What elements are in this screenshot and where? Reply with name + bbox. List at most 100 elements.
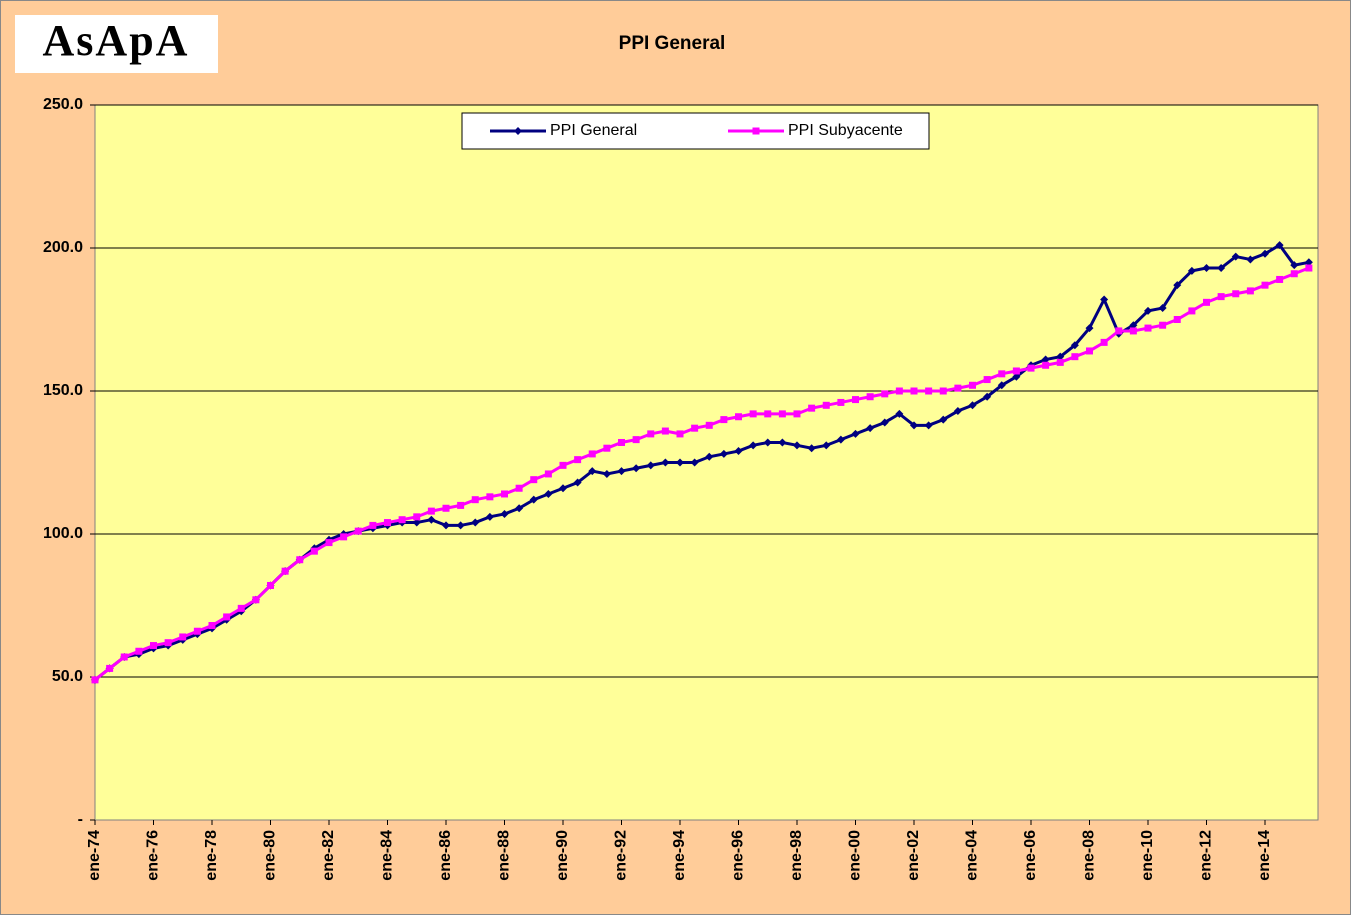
marker	[412, 518, 421, 527]
marker	[369, 521, 377, 529]
marker	[808, 404, 816, 412]
marker	[471, 518, 480, 527]
marker	[880, 418, 889, 427]
y-tick-label: 50.0	[52, 668, 83, 685]
marker	[735, 413, 742, 421]
marker	[574, 456, 582, 464]
marker	[1217, 293, 1225, 301]
marker	[969, 381, 976, 389]
marker	[749, 410, 757, 418]
marker	[1144, 306, 1152, 315]
marker	[1041, 355, 1050, 364]
marker	[135, 647, 143, 655]
marker	[1290, 261, 1299, 270]
marker	[1217, 264, 1226, 273]
marker	[1304, 258, 1313, 267]
marker	[881, 390, 889, 398]
marker	[588, 467, 597, 476]
marker	[925, 387, 933, 395]
marker	[1100, 295, 1109, 304]
marker	[106, 664, 114, 672]
marker	[1042, 361, 1050, 369]
marker	[1261, 249, 1269, 258]
y-tick-label: 150.0	[43, 382, 83, 399]
marker	[179, 633, 187, 641]
x-tick-label: ene-00	[847, 830, 864, 881]
marker	[237, 604, 245, 612]
marker	[647, 430, 655, 438]
chart-title: PPI General	[619, 33, 726, 54]
marker	[661, 458, 670, 467]
x-tick-label: ene-94	[671, 830, 688, 881]
marker	[1159, 321, 1167, 329]
marker	[793, 441, 801, 450]
legend-label: PPI General	[550, 122, 637, 139]
marker	[1085, 324, 1094, 333]
marker	[384, 519, 391, 527]
marker	[837, 398, 845, 406]
marker	[193, 627, 201, 635]
marker	[866, 424, 875, 433]
marker	[1027, 364, 1035, 372]
x-tick-label: ene-74	[86, 830, 103, 881]
x-tick-label: ene-84	[379, 830, 396, 881]
marker	[1129, 321, 1138, 330]
marker	[325, 539, 333, 547]
marker	[1071, 353, 1079, 361]
marker	[778, 410, 786, 418]
marker	[763, 438, 772, 447]
marker	[618, 438, 625, 446]
marker	[1086, 347, 1093, 355]
marker	[807, 444, 816, 453]
logo-box	[15, 15, 218, 73]
marker	[1246, 287, 1254, 295]
marker	[997, 381, 1006, 390]
x-tick-label: ene-90	[554, 830, 571, 881]
marker	[471, 496, 479, 504]
x-tick-label: ene-76	[145, 830, 162, 881]
marker	[515, 484, 523, 492]
marker	[1173, 281, 1182, 290]
marker	[1187, 266, 1196, 275]
marker	[866, 393, 874, 401]
marker	[208, 622, 216, 630]
marker	[998, 370, 1006, 378]
marker	[1246, 255, 1255, 264]
marker	[632, 436, 640, 444]
marker	[427, 515, 436, 524]
marker	[456, 521, 465, 530]
marker	[661, 427, 669, 435]
marker	[632, 464, 641, 473]
marker	[1232, 290, 1240, 298]
marker	[939, 387, 947, 395]
y-tick-label: 250.0	[43, 96, 83, 113]
marker	[983, 376, 991, 384]
x-tick-label: ene-10	[1139, 830, 1156, 881]
marker	[1290, 270, 1298, 278]
marker	[501, 490, 508, 498]
legend-marker	[514, 127, 522, 135]
marker	[1202, 264, 1211, 273]
marker	[895, 409, 904, 418]
marker	[1129, 327, 1137, 335]
marker	[354, 527, 362, 535]
marker	[705, 421, 713, 429]
x-tick-label: ene-12	[1198, 830, 1215, 881]
marker	[778, 438, 787, 447]
marker	[676, 458, 684, 467]
marker	[719, 449, 728, 458]
marker	[1012, 372, 1021, 381]
marker	[690, 458, 699, 467]
marker	[822, 441, 831, 450]
x-tick-label: ene-88	[496, 830, 513, 881]
marker	[1100, 338, 1108, 346]
marker	[413, 513, 421, 521]
marker	[734, 447, 743, 456]
marker	[1203, 298, 1210, 306]
marker	[1173, 316, 1181, 323]
marker	[1261, 281, 1269, 289]
marker	[822, 401, 830, 409]
marker	[617, 467, 626, 476]
marker	[924, 421, 933, 430]
marker	[1276, 275, 1284, 283]
